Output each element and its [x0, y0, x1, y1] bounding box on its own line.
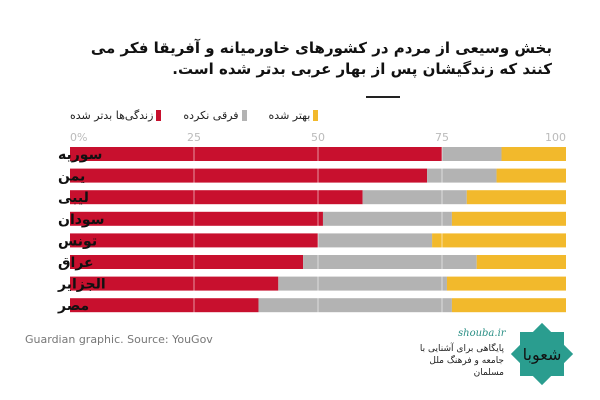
bar-segment [318, 233, 433, 248]
bar-segment [322, 211, 452, 226]
tagline: پایگاهی برای آشنایی با جامعه و فرهنگ ملل… [400, 343, 504, 379]
x-tick-label: 75 [435, 131, 449, 144]
category-label: لیبی [58, 190, 89, 206]
legend-swatch [313, 110, 319, 121]
bar-segment [432, 233, 566, 248]
tagline-line: جامعه و فرهنگ ملل مسلمان [429, 356, 504, 378]
source-note: Guardian graphic. Source: YouGov [25, 333, 213, 346]
bar-segment [427, 168, 497, 183]
category-label: یمن [58, 169, 85, 185]
legend-swatch [241, 110, 247, 121]
legend: زندگی‌ها بدتر شده فرقی نکرده بهتر شده [70, 109, 319, 122]
site-url[interactable]: shouba.ir [458, 328, 506, 339]
bar-segment [362, 190, 467, 205]
category-label: مصر [57, 298, 89, 314]
bar-segment [70, 168, 428, 183]
bar-segment [501, 147, 566, 161]
bar-segment [70, 255, 304, 269]
category-label: سودان [58, 212, 104, 228]
title-divider [366, 96, 400, 98]
bar-segment [70, 147, 442, 161]
legend-item-same: فرقی نکرده [183, 109, 247, 122]
bar-segment [70, 298, 259, 313]
legend-swatch [156, 110, 162, 121]
category-label: تونس [58, 233, 97, 249]
bar-segment [278, 276, 447, 291]
bar-segment [258, 298, 452, 313]
x-tick-label: 50 [311, 131, 325, 144]
x-tick-label: 25 [187, 131, 201, 144]
bar-segment [70, 211, 323, 226]
svg-text:شعوبا: شعوبا [523, 345, 562, 365]
bar-segment [496, 168, 566, 183]
bar-segment [442, 147, 502, 161]
category-label: عراق [58, 255, 94, 271]
legend-label: بهتر شده [268, 109, 311, 122]
shouba-logo: شعوبا [510, 322, 574, 386]
bar-segment [70, 276, 279, 291]
legend-label: فرقی نکرده [183, 109, 239, 122]
legend-item-worse: زندگی‌ها بدتر شده [70, 109, 162, 122]
tagline-line: پایگاهی برای آشنایی با [419, 344, 504, 354]
x-tick-label: 100 [545, 131, 566, 144]
legend-item-better: بهتر شده [269, 109, 319, 122]
chart-title: بخش وسیعی از مردم در کشورهای خاورمیانه و… [90, 39, 552, 78]
bar-segment [303, 255, 477, 269]
bar-segment [70, 190, 363, 205]
bar-segment [466, 190, 566, 205]
bar-segment [446, 276, 566, 291]
bar-segment [476, 255, 566, 269]
category-label: الجزایر [57, 277, 106, 293]
category-label: سوریه [58, 147, 102, 163]
bar-segment [451, 211, 566, 226]
x-tick-label: 0% [70, 131, 87, 144]
bar-segment [451, 298, 566, 313]
legend-label: زندگی‌ها بدتر شده [70, 109, 154, 122]
